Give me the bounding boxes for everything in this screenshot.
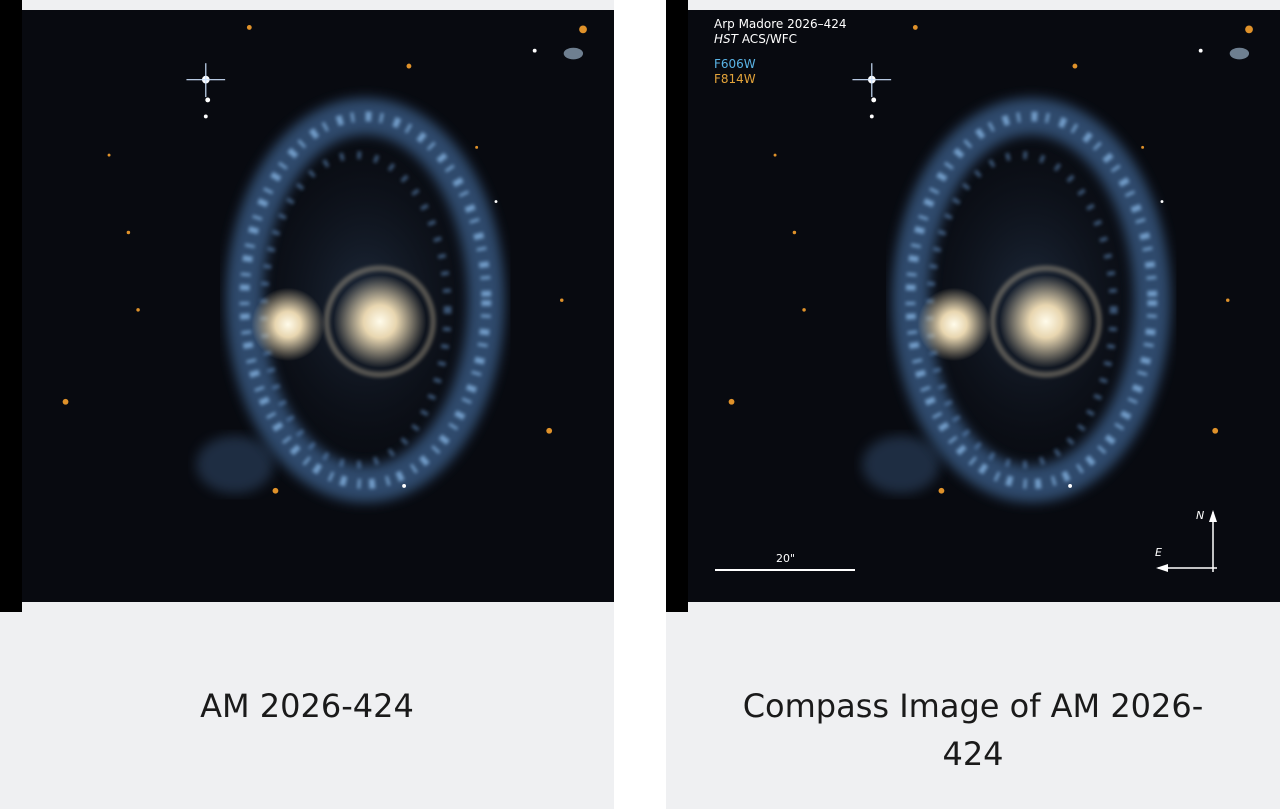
arrow-head bbox=[1156, 564, 1168, 572]
filter: F814W bbox=[714, 72, 756, 86]
caption: AM 2026-424 bbox=[200, 687, 414, 725]
north-label: N bbox=[1196, 509, 1205, 522]
object-name: Arp Madore 2026–424 bbox=[714, 17, 847, 31]
image-card[interactable]: Arp Madore 2026–424 HST ACS/WFC F606W F8… bbox=[666, 0, 1280, 809]
east-label: E bbox=[1155, 546, 1162, 559]
arrow-head bbox=[1209, 510, 1217, 522]
camera: ACS/WFC bbox=[741, 32, 797, 46]
telescope: HST bbox=[714, 32, 738, 46]
scale-label: 20" bbox=[776, 552, 796, 565]
instrument: HST ACS/WFC bbox=[714, 32, 797, 46]
filter: F606W bbox=[714, 57, 756, 71]
compass-image bbox=[666, 0, 1280, 612]
galaxy-image bbox=[0, 0, 614, 612]
caption: Compass Image of AM 2026-424 bbox=[742, 687, 1204, 773]
image-card[interactable]: AM 2026-424 bbox=[0, 0, 614, 809]
